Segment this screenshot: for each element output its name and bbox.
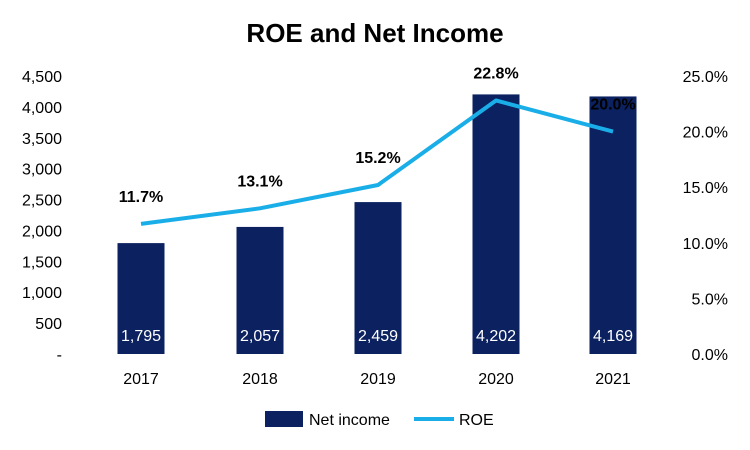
roe-data-label: 11.7% [119,189,163,206]
net-income-bar [117,243,165,354]
net-income-bar [472,94,520,354]
right-axis-tick-label: 25.0% [683,69,728,86]
legend-label-roe: ROE [459,412,494,429]
left-axis-tick-label: 3,000 [22,162,62,179]
roe-data-label: 20.0% [590,97,635,114]
right-axis-tick-label: 5.0% [692,291,728,308]
x-axis-category-label: 2018 [242,371,278,388]
x-axis-category-label: 2021 [595,371,631,388]
x-axis-category-label: 2019 [360,371,396,388]
net-income-data-label: 2,459 [358,328,398,345]
left-axis: - 500 1,000 1,500 2,000 2,500 3,000 3,500 4,000 4… [22,69,62,364]
right-axis-tick-label: 15.0% [683,180,728,197]
legend-swatch-net-income [265,411,303,427]
left-axis-tick-label: 2,500 [22,193,62,210]
legend-label-net-income: Net income [309,412,390,429]
legend: Net income ROE [265,411,494,429]
net-income-data-label: 4,169 [593,328,633,345]
x-axis-categories: 2017 2018 2019 2020 2021 [123,371,631,388]
net-income-bar [236,226,284,354]
net-income-bars: 1,795 2,057 2,459 4,202 4,169 [117,94,637,354]
x-axis-category-label: 2017 [123,371,159,388]
left-axis-tick-label: 1,000 [22,285,62,302]
left-axis-tick-label: 1,500 [22,254,62,271]
right-axis: 0.0% 5.0% 10.0% 15.0% 20.0% 25.0% [683,69,728,364]
left-axis-tick-label: 2,000 [22,223,62,240]
left-axis-tick-label: 500 [35,316,62,333]
left-axis-tick-label: 3,500 [22,131,62,148]
roe-data-label: 15.2% [355,150,400,167]
net-income-data-label: 4,202 [476,328,516,345]
left-axis-tick-label: 4,500 [22,69,62,86]
left-axis-tick-label: - [57,347,62,364]
roe-line [140,98,614,226]
net-income-data-label: 1,795 [121,328,161,345]
right-axis-tick-label: 20.0% [683,125,728,142]
right-axis-tick-label: 10.0% [683,236,728,253]
net-income-bar [589,96,637,354]
right-axis-tick-label: 0.0% [692,347,728,364]
x-axis-category-label: 2020 [478,371,514,388]
net-income-bar [354,202,402,354]
roe-line-group: 11.7% 13.1% 15.2% 22.8% 20.0% [119,65,636,226]
net-income-data-label: 2,057 [240,328,280,345]
roe-data-label: 22.8% [473,65,518,82]
roe-data-label: 13.1% [237,173,282,190]
chart-title: ROE and Net Income [246,18,504,48]
left-axis-tick-label: 4,000 [22,100,62,117]
